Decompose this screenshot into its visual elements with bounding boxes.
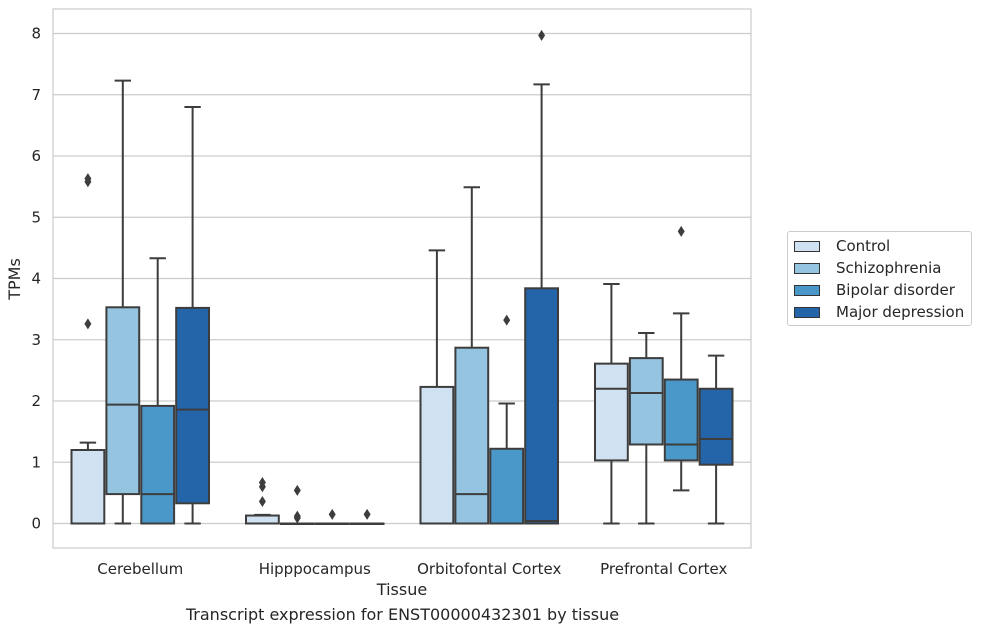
box-body [489,447,525,525]
box-schizophrenia-hipppocampus [279,484,315,525]
box-body [244,514,280,525]
legend-label-major-depression: Major depression [836,303,965,321]
legend-item-major-depression: Major depression [794,303,964,321]
outlier-point-0 [84,318,92,330]
y-tick-label-8: 8 [31,25,41,43]
box-body [140,404,176,525]
box-series [70,29,734,525]
outlier-point-0 [258,495,266,507]
box-body [454,346,490,525]
outlier-point-1 [293,510,301,522]
x-axis-label: Tissue [376,580,427,599]
legend-item-bipolar-disorder: Bipolar disorder [794,281,955,299]
box-bipolar-disorder-cerebellum [140,257,176,525]
outlier-point-0 [328,508,336,520]
box-bipolar-disorder-hipppocampus [314,508,350,525]
box-body [105,306,141,496]
box-control-cerebellum [70,173,106,525]
legend-label-schizophrenia: Schizophrenia [836,259,942,277]
legend-swatch-major-depression [794,306,820,318]
outlier-point-0 [363,508,371,520]
box-control-prefrontal-cortex [593,283,629,525]
box-body [593,362,629,462]
legend-swatch-schizophrenia [794,262,820,274]
legend-swatch-bipolar-disorder [794,284,820,296]
box-major-depression-cerebellum [175,106,211,525]
chart-caption: Transcript expression for ENST0000043230… [185,605,620,624]
box-body [175,306,211,505]
outlier-point-2 [258,476,266,488]
legend: Control Schizophrenia Bipolar disorder M… [787,231,972,326]
box-body [70,449,106,525]
y-tick-label-2: 2 [31,392,41,410]
y-tick-label-1: 1 [31,453,41,471]
legend-swatch-control [794,240,820,252]
box-major-depression-orbitofontal-cortex [524,29,560,525]
box-bipolar-disorder-prefrontal-cortex [663,225,699,492]
outlier-point-2 [84,173,92,185]
box-schizophrenia-orbitofontal-cortex [454,186,490,525]
legend-label-bipolar-disorder: Bipolar disorder [836,281,955,299]
y-axis-label: TPMs [5,258,24,301]
y-axis-ticks: 0 1 2 3 4 5 6 7 8 [31,25,41,533]
y-tick-label-4: 4 [31,270,41,288]
legend-label-control: Control [836,237,891,255]
y-tick-label-5: 5 [31,208,41,226]
box-body [524,287,560,525]
box-schizophrenia-cerebellum [105,79,141,525]
box-major-depression-hipppocampus [349,508,385,525]
box-control-hipppocampus [244,476,280,525]
outlier-point-0 [503,314,511,326]
box-body [419,385,455,525]
y-tick-label-0: 0 [31,515,41,533]
y-tick-label-6: 6 [31,147,41,165]
x-tick-label-hipppocampus: Hipppocampus [259,560,371,578]
box-bipolar-disorder-orbitofontal-cortex [489,314,525,525]
outlier-point-2 [293,484,301,496]
outlier-point-0 [677,225,685,237]
box-control-orbitofontal-cortex [419,249,455,525]
box-body [663,378,699,462]
y-tick-label-3: 3 [31,331,41,349]
legend-item-schizophrenia: Schizophrenia [794,259,941,277]
x-axis-ticks: Cerebellum Hipppocampus Orbitofontal Corte… [97,560,727,578]
x-tick-label-prefrontal-cortex: Prefrontal Cortex [600,560,727,578]
x-tick-label-orbitofontal-cortex: Orbitofontal Cortex [417,560,561,578]
box-body [698,387,734,466]
box-schizophrenia-prefrontal-cortex [628,332,664,525]
box-body [628,357,664,446]
legend-item-control: Control [794,237,890,255]
box-major-depression-prefrontal-cortex [698,354,734,525]
plot-frame [52,8,752,549]
outlier-point-0 [538,29,546,41]
y-tick-label-7: 7 [31,86,41,104]
x-tick-label-cerebellum: Cerebellum [97,560,183,578]
